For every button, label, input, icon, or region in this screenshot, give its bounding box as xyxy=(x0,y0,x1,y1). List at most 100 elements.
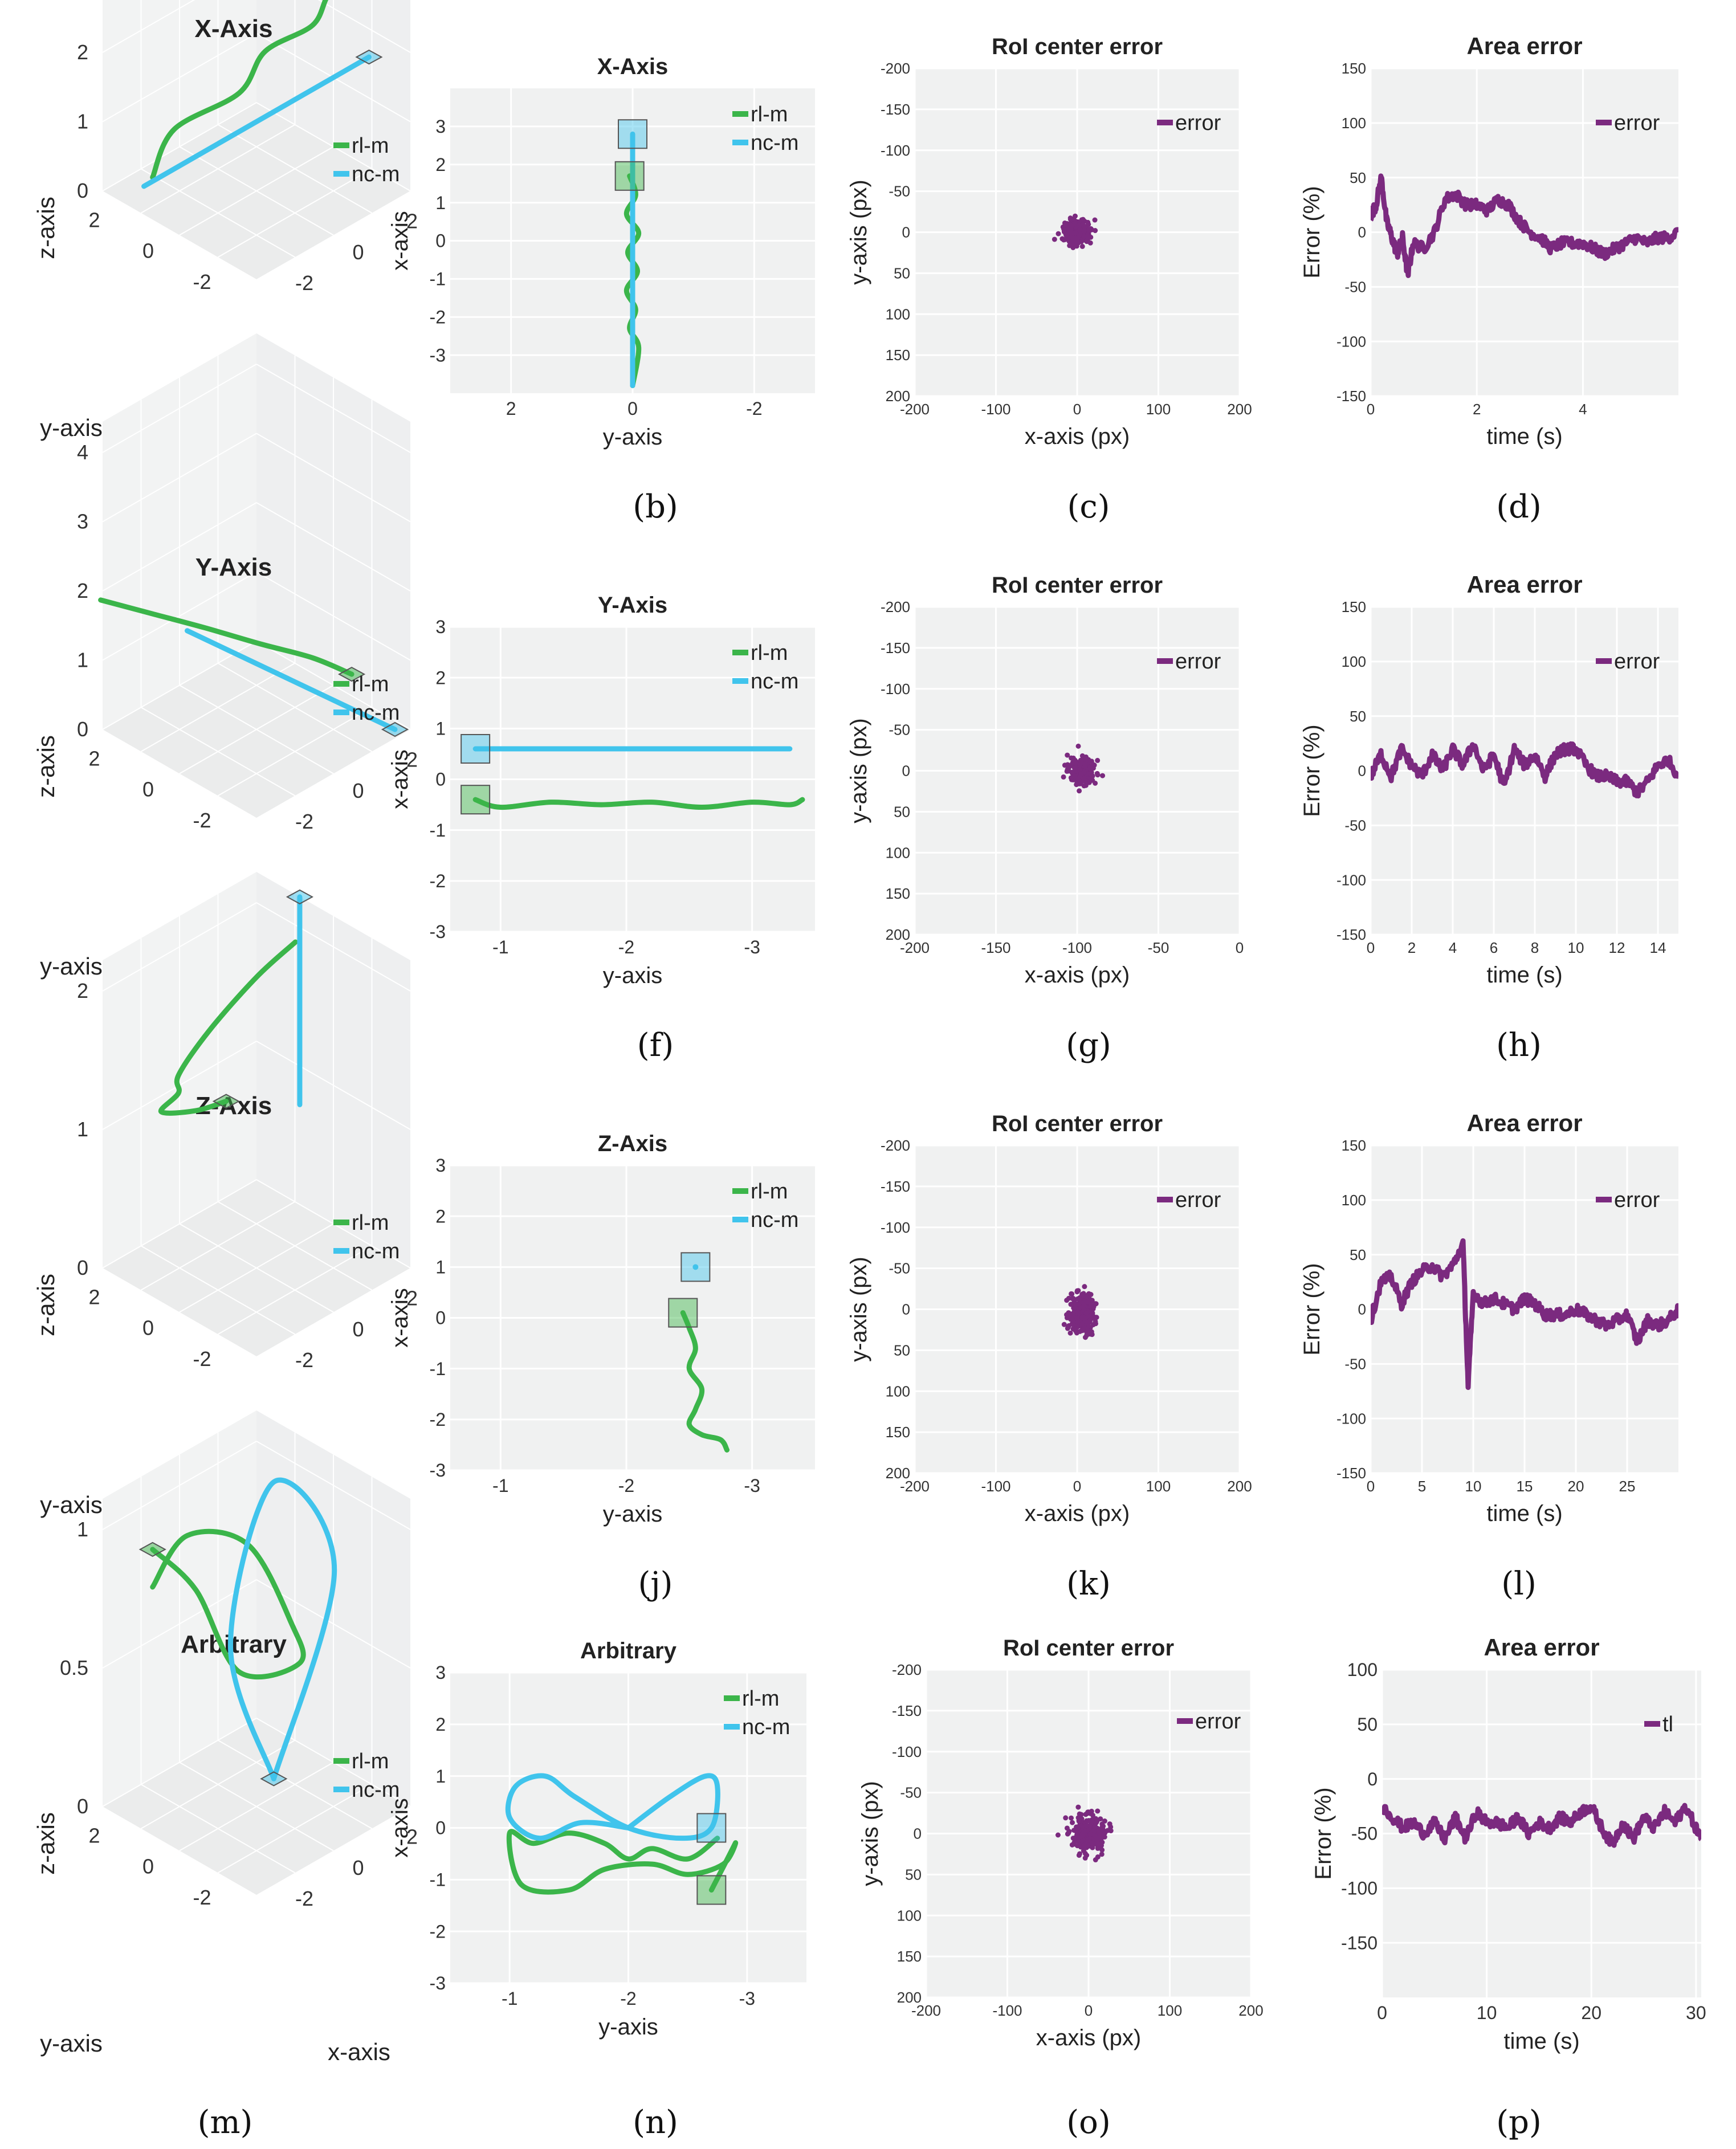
y-tick-label: 3 xyxy=(435,1155,446,1176)
x-tick-label: 100 xyxy=(1146,401,1171,418)
scatter-point xyxy=(1095,1808,1101,1814)
scatter-point xyxy=(1094,1836,1099,1841)
y-tick-label: 0 xyxy=(142,239,154,263)
x-tick-label: -3 xyxy=(744,937,760,957)
x-axis-label: time (s) xyxy=(1486,1501,1562,1526)
y-tick-label: -1 xyxy=(430,1870,446,1890)
scatter-point xyxy=(1083,761,1089,766)
legend-label: error xyxy=(1195,1710,1241,1734)
scatter-point xyxy=(1081,1302,1087,1308)
y-tick-label: 0 xyxy=(142,1316,154,1340)
x-tick-label: -50 xyxy=(1148,939,1169,956)
scatter-point xyxy=(1079,1321,1085,1327)
y-axis-label: Error (%) xyxy=(1311,1787,1336,1879)
x-tick-label: 0 xyxy=(627,398,638,419)
legend-label: nc-m xyxy=(742,1715,790,1739)
caption-n: (n) xyxy=(633,2104,678,2141)
y-tick-label: 0 xyxy=(914,1825,922,1842)
scatter-point xyxy=(1075,1825,1081,1830)
scatter-point xyxy=(1095,1845,1101,1851)
scatter-point xyxy=(1075,1309,1081,1315)
x-tick-label: 12 xyxy=(1609,939,1625,956)
scatter-point xyxy=(1070,1322,1076,1327)
legend: error xyxy=(1157,650,1221,674)
y-axis-label: y-axis (px) xyxy=(846,718,871,823)
y-tick-label: 2 xyxy=(435,667,446,688)
scatter-point xyxy=(1074,782,1079,788)
x-tick-label: -200 xyxy=(900,1478,930,1495)
y-axis-label: Error (%) xyxy=(1299,186,1325,278)
y-tick-label: 50 xyxy=(1357,1714,1378,1735)
y-tick-label: 150 xyxy=(886,885,910,902)
scatter-point xyxy=(1074,1289,1080,1295)
x-axis-label: y-axis xyxy=(603,963,662,988)
x-axis-label: y-axis xyxy=(598,2015,658,2040)
x-tick-label: 0 xyxy=(1073,401,1081,418)
chart-title: Y-Axis xyxy=(598,593,667,618)
legend-label: rl-m xyxy=(352,1211,389,1235)
floor-grid xyxy=(218,1201,372,1291)
y-tick-label: 50 xyxy=(1350,169,1366,186)
y-tick-label: -150 xyxy=(1336,1465,1366,1482)
legend: rl-m nc-m xyxy=(724,1687,790,1739)
chart-panel-c: -200 -100 0 100 200-200-150-100-500501001502… xyxy=(846,34,1252,449)
legend: rl-m nc-m xyxy=(732,103,798,155)
legend-label: nc-m xyxy=(751,1208,798,1232)
floor-grid xyxy=(179,1223,334,1313)
y-tick-label: -150 xyxy=(892,1702,922,1719)
chart-title: Area error xyxy=(1466,32,1582,59)
series-line-error xyxy=(1371,741,1678,799)
x-axis-label: x-axis (px) xyxy=(1025,963,1130,988)
y-tick-label: -50 xyxy=(1351,1824,1378,1844)
x-tick-label: 30 xyxy=(1686,2003,1706,2023)
scatter-point xyxy=(1087,1832,1093,1837)
scatter-point xyxy=(1056,231,1061,236)
x-tick-label: -1 xyxy=(492,1475,508,1496)
scatter-point xyxy=(1070,236,1075,242)
legend-label: error xyxy=(1175,650,1221,674)
scatter-point xyxy=(1074,1832,1080,1838)
legend-label: tl xyxy=(1662,1712,1673,1736)
series-line-nc-m xyxy=(141,54,372,189)
x-tick-label: 2 xyxy=(1408,939,1416,956)
end-marker-box-rl xyxy=(668,1298,698,1328)
series-line-nc-m xyxy=(185,628,398,732)
legend-label: rl-m xyxy=(751,1180,788,1204)
x-axis-label: x-axis (px) xyxy=(1025,1501,1130,1526)
chart-panel-f: -1 -2 -33210-1-2-3Y-Axisy-axisx-axisrl-mnc… xyxy=(388,593,815,988)
scatter-point xyxy=(1094,770,1100,776)
scatter-point xyxy=(1064,1825,1070,1831)
y-tick-label: 150 xyxy=(886,1424,910,1441)
y-tick-label: -100 xyxy=(881,680,910,698)
series-line-rl-m xyxy=(150,0,329,180)
z-tick-label: 0 xyxy=(77,179,88,202)
end-marker-box-nc xyxy=(618,119,647,149)
legend-label: nc-m xyxy=(751,131,798,155)
y-tick-label: 50 xyxy=(894,264,910,282)
scatter-point xyxy=(1076,1853,1082,1858)
y-tick-label: -100 xyxy=(1341,1878,1378,1899)
y-tick-label: 2 xyxy=(88,747,100,770)
y-axis-label: Error (%) xyxy=(1299,724,1325,817)
y-axis-label: y-axis (px) xyxy=(846,1257,871,1361)
x-tick-label: 0 xyxy=(352,779,364,802)
x-axis-label: x-axis xyxy=(328,2038,390,2065)
x-tick-label: -2 xyxy=(620,1988,636,2009)
x-tick-label: -3 xyxy=(739,1988,755,2009)
series-line-rl-m xyxy=(98,597,354,677)
y-tick-label: 100 xyxy=(1342,115,1366,132)
y-axis-label: x-axis xyxy=(388,1798,413,1857)
chart-title: Arbitrary xyxy=(181,1630,287,1658)
chart-title: RoI center error xyxy=(992,1111,1163,1136)
y-tick-label: 200 xyxy=(886,1465,910,1482)
caption-h: (h) xyxy=(1496,1027,1542,1064)
scatter-point xyxy=(1079,1315,1085,1320)
x-tick-label: -150 xyxy=(981,939,1010,956)
y-tick-label: 150 xyxy=(886,346,910,364)
x-tick-label: 0 xyxy=(1367,401,1375,418)
series-line-rl-m xyxy=(680,1310,730,1453)
y-tick-label: -2 xyxy=(193,809,211,832)
caption-g: (g) xyxy=(1066,1027,1111,1064)
x-axis-label: time (s) xyxy=(1486,963,1562,988)
